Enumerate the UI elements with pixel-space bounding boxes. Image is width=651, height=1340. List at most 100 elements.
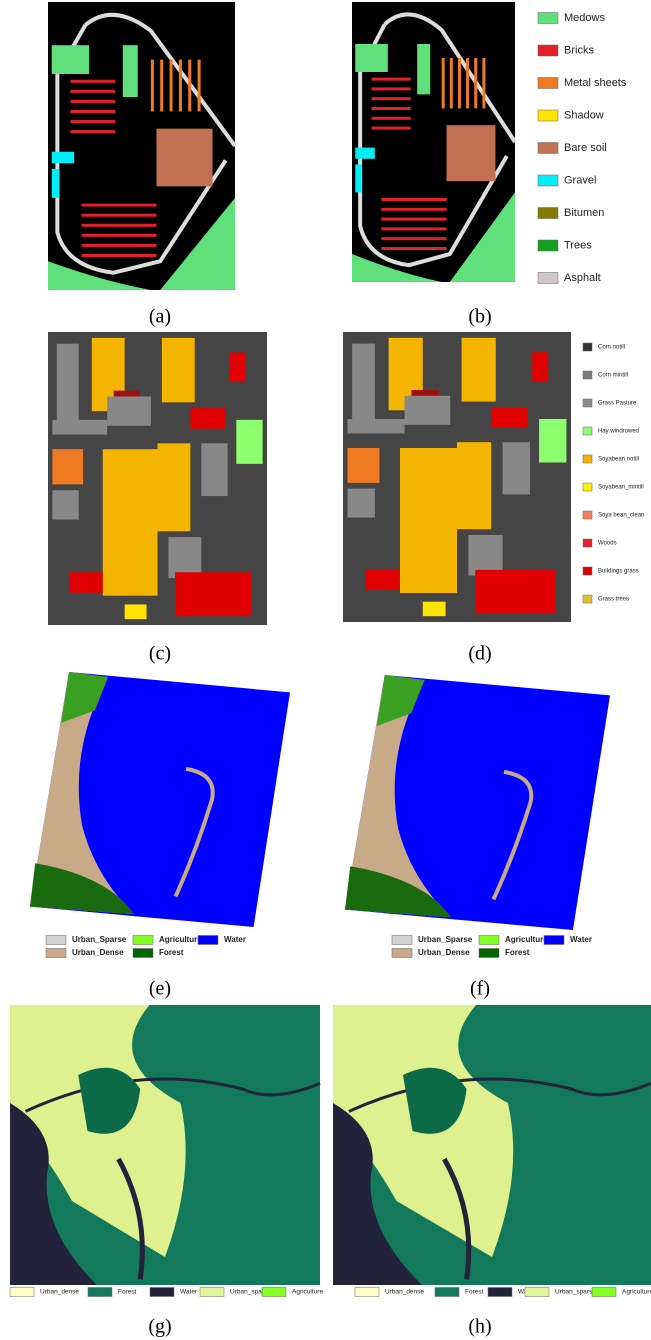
field bbox=[366, 570, 400, 590]
brick-row bbox=[381, 247, 446, 250]
page: {"panels": [ {"caption": "(a)"}, {"capti… bbox=[0, 0, 651, 1340]
brick-row bbox=[70, 80, 115, 83]
legend-label: Grass trees bbox=[598, 597, 629, 603]
legend-swatch bbox=[88, 1288, 112, 1297]
legend-label: Urban_Sparse bbox=[418, 935, 473, 944]
classification-map bbox=[333, 1005, 651, 1285]
legend-swatch bbox=[488, 1288, 512, 1297]
legend-label: Asphalt bbox=[564, 272, 601, 284]
metal-comb bbox=[160, 60, 163, 112]
meadow-block bbox=[123, 45, 138, 97]
legend-swatch bbox=[262, 1288, 286, 1297]
legend-swatch bbox=[538, 110, 558, 121]
legend-swatch bbox=[583, 483, 592, 491]
brick-row bbox=[82, 214, 157, 217]
field bbox=[491, 407, 527, 427]
legend-swatch bbox=[538, 13, 558, 24]
field bbox=[57, 344, 79, 432]
legend-label: Bricks bbox=[564, 44, 594, 56]
field bbox=[532, 352, 548, 381]
legend-swatch bbox=[479, 949, 499, 958]
legend-swatch bbox=[538, 143, 558, 154]
legend-label: Urban_Dense bbox=[72, 948, 124, 957]
metal-comb bbox=[188, 60, 191, 112]
classification-map bbox=[345, 675, 610, 930]
brick-row bbox=[372, 97, 411, 100]
field bbox=[400, 448, 457, 593]
caption: (a) bbox=[149, 306, 171, 328]
legend-swatch bbox=[583, 343, 592, 351]
field bbox=[457, 442, 491, 529]
legend-swatch bbox=[538, 45, 558, 56]
brick-row bbox=[372, 127, 411, 130]
legend-label: Shadow bbox=[564, 109, 604, 121]
legend-label: Urban_sparse bbox=[555, 1289, 596, 1296]
field bbox=[201, 443, 227, 496]
brick-row bbox=[372, 107, 411, 110]
legend-label: Agriculture bbox=[159, 935, 202, 944]
field bbox=[230, 353, 245, 382]
legend-label: Corn mintill bbox=[598, 373, 628, 379]
legend-swatch bbox=[133, 936, 153, 945]
field bbox=[348, 489, 375, 518]
field bbox=[70, 572, 103, 593]
caption: (d) bbox=[468, 643, 491, 665]
legend-label: Buildings grass bbox=[598, 569, 639, 575]
metal-comb bbox=[474, 58, 477, 108]
field bbox=[52, 449, 83, 484]
gravel bbox=[52, 169, 59, 198]
field bbox=[158, 443, 191, 531]
caption: (f) bbox=[470, 978, 490, 1000]
legend-swatch bbox=[583, 511, 592, 519]
field bbox=[107, 396, 151, 425]
legend-label: Trees bbox=[564, 239, 592, 251]
legend-label: Bare soil bbox=[564, 142, 607, 154]
legend-label: Agriculture bbox=[505, 935, 548, 944]
bare-soil bbox=[447, 125, 496, 181]
legend-label: Agriculture bbox=[292, 1289, 323, 1296]
legend-swatch bbox=[198, 936, 218, 945]
field bbox=[503, 442, 530, 494]
gravel bbox=[52, 152, 74, 164]
meadow-block bbox=[52, 45, 89, 74]
legend-swatch bbox=[46, 936, 66, 945]
legend-label: Soya bean_clean bbox=[598, 513, 644, 519]
metal-comb bbox=[179, 60, 182, 112]
field bbox=[52, 490, 78, 519]
field bbox=[125, 604, 147, 619]
caption: (g) bbox=[148, 1316, 171, 1338]
legend-swatch bbox=[583, 455, 592, 463]
legend-swatch bbox=[583, 399, 592, 407]
legend-swatch bbox=[583, 539, 592, 547]
brick-row bbox=[372, 78, 411, 81]
legend-swatch bbox=[544, 936, 564, 945]
brick-row bbox=[372, 87, 411, 90]
brick-row bbox=[381, 198, 446, 201]
brick-row bbox=[381, 237, 446, 240]
metal-comb bbox=[482, 58, 485, 108]
legend-swatch bbox=[200, 1288, 224, 1297]
legend-label: Woods bbox=[598, 541, 617, 547]
legend-swatch bbox=[392, 949, 412, 958]
brick-row bbox=[70, 130, 115, 133]
classification-map bbox=[352, 2, 515, 282]
brick-row bbox=[381, 218, 446, 221]
legend-swatch bbox=[538, 208, 558, 219]
field bbox=[103, 449, 158, 596]
legend: Urban_denseForestWaterUrban_sparseAgricu… bbox=[355, 1288, 651, 1297]
field bbox=[352, 344, 375, 431]
brick-row bbox=[70, 120, 115, 123]
legend-swatch bbox=[355, 1288, 379, 1297]
legend-label: Hay windrowed bbox=[598, 429, 639, 435]
classification-map bbox=[343, 332, 571, 622]
legend-label: Forest bbox=[505, 948, 530, 957]
legend-label: Soyabean_mintill bbox=[598, 485, 644, 491]
brick-row bbox=[372, 117, 411, 120]
brick-row bbox=[70, 100, 115, 103]
brick-row bbox=[70, 90, 115, 93]
legend: Urban_denseForestWaterUrban_sparseAgricu… bbox=[10, 1288, 323, 1297]
legend-swatch bbox=[583, 371, 592, 379]
legend-swatch bbox=[583, 427, 592, 435]
